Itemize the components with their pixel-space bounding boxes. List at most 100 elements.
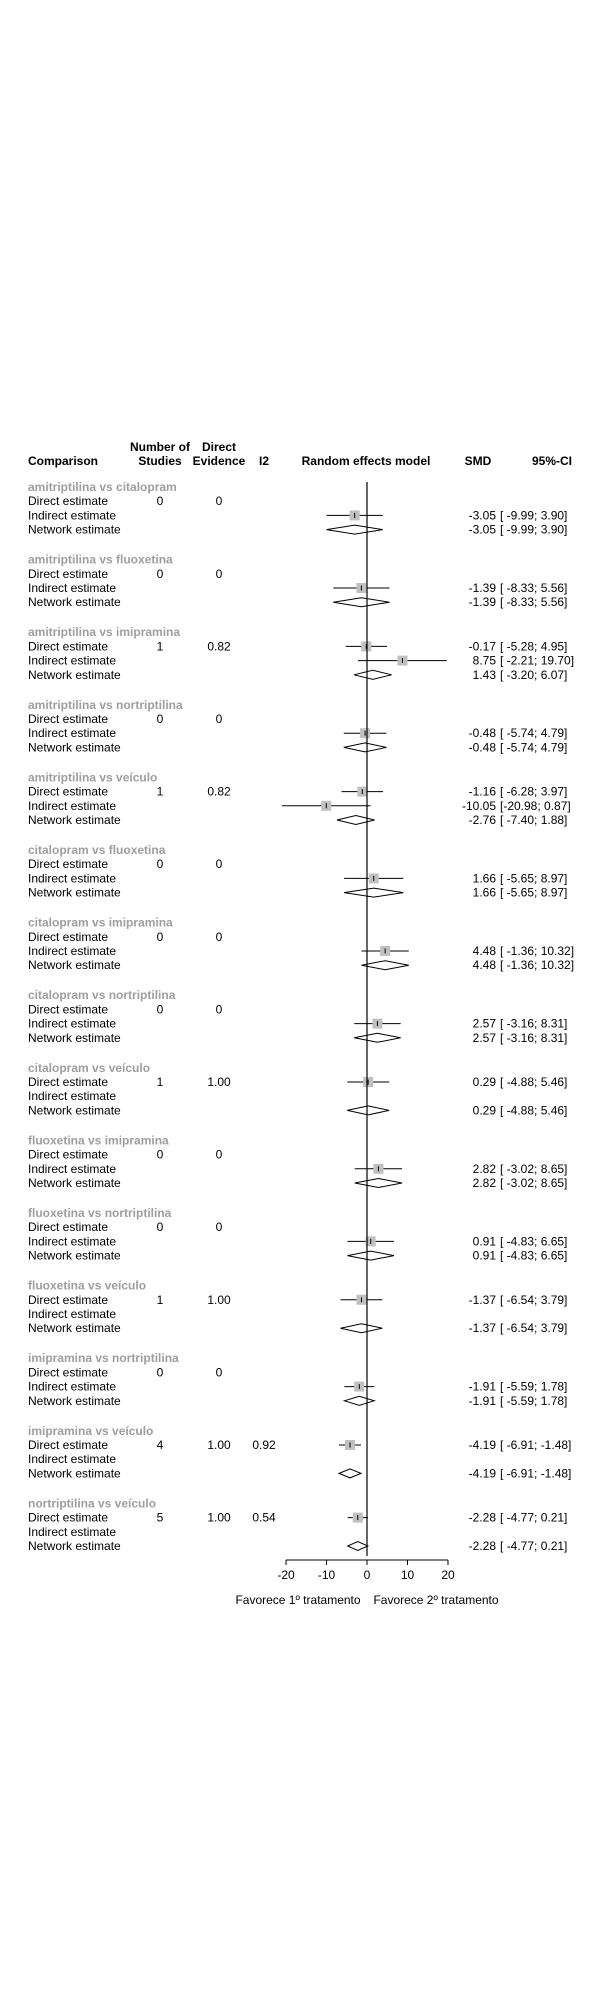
estimate-row: Network estimate 1.43[ -3.20; 6.07]	[28, 668, 567, 682]
group-title: fluoxetina vs veículo	[28, 1279, 146, 1293]
direct-evidence: 0	[216, 1220, 223, 1234]
row-label: Direct estimate	[28, 1438, 108, 1452]
smd-value: 1.66	[473, 871, 497, 885]
studies-count: 5	[157, 1511, 164, 1525]
direct-evidence: 0	[216, 567, 223, 581]
group-title: fluoxetina vs nortriptilina	[28, 1206, 172, 1220]
estimate-row: Direct estimate 0 0	[28, 1148, 223, 1162]
estimate-row: Network estimate 2.57[ -3.16; 8.31]	[28, 1031, 567, 1045]
group-title: fluoxetina vs imipramina	[28, 1133, 169, 1147]
row-label: Indirect estimate	[28, 871, 116, 885]
smd-value: -3.05	[469, 523, 497, 537]
direct-evidence: 0	[216, 1002, 223, 1016]
row-label: Network estimate	[28, 1394, 121, 1408]
studies-count: 0	[157, 1365, 164, 1379]
network-estimate-diamond	[347, 1250, 395, 1261]
x-tick-label: -20	[277, 1568, 295, 1582]
row-label: Direct estimate	[28, 639, 108, 653]
studies-count: 1	[157, 1293, 164, 1307]
network-estimate-diamond	[333, 597, 390, 608]
smd-value: 2.82	[473, 1176, 497, 1190]
row-label: Indirect estimate	[28, 1162, 116, 1176]
header-i2: I2	[259, 454, 269, 468]
smd-value: -4.19	[469, 1466, 497, 1480]
smd-value: -3.05	[469, 508, 497, 522]
smd-value: -1.91	[469, 1394, 497, 1408]
estimate-row: Direct estimate 1 1.00 0.29[ -4.88; 5.46]	[28, 1075, 567, 1089]
smd-value: -1.16	[469, 785, 497, 799]
row-label: Indirect estimate	[28, 581, 116, 595]
group-title: amitriptilina vs imipramina	[28, 625, 180, 639]
ci-value: [ -3.16; 8.31]	[500, 1017, 567, 1031]
estimate-row: Direct estimate 0 0	[28, 1220, 223, 1234]
favors-second-label: Favorece 2º tratamento	[373, 1593, 498, 1607]
row-label: Indirect estimate	[28, 726, 116, 740]
direct-evidence: 0	[216, 1148, 223, 1162]
group-title: citalopram vs veículo	[28, 1061, 150, 1075]
row-label: Direct estimate	[28, 785, 108, 799]
row-label: Indirect estimate	[28, 654, 116, 668]
smd-value: 2.57	[473, 1017, 497, 1031]
estimate-row: Indirect estimate 0.91[ -4.83; 6.65]	[28, 1234, 567, 1248]
direct-evidence: 0	[216, 857, 223, 871]
group-title: amitriptilina vs nortriptilina	[28, 698, 183, 712]
ci-value: [ -4.77; 0.21]	[500, 1511, 567, 1525]
header-studies-line2: Studies	[138, 454, 182, 468]
network-estimate-diamond	[342, 1395, 376, 1406]
row-label: Network estimate	[28, 595, 121, 609]
estimate-row: Network estimate -3.05[ -9.99; 3.90]	[28, 523, 567, 537]
estimate-row: Indirect estimate -1.39[ -8.33; 5.56]	[28, 581, 567, 595]
network-estimate-diamond	[344, 887, 404, 898]
row-label: Network estimate	[28, 1031, 121, 1045]
direct-evidence: 0	[216, 712, 223, 726]
smd-value: 8.75	[473, 654, 497, 668]
estimate-row: Indirect estimate 8.75[ -2.21; 19.70]	[28, 654, 574, 668]
ci-value: [ -3.16; 8.31]	[500, 1031, 567, 1045]
ci-value: [ -6.91; -1.48]	[500, 1438, 571, 1452]
smd-value: -0.17	[469, 639, 497, 653]
studies-count: 4	[157, 1438, 164, 1452]
group-title: citalopram vs nortriptilina	[28, 988, 176, 1002]
smd-value: -1.37	[469, 1321, 497, 1335]
ci-value: [ -6.91; -1.48]	[500, 1466, 571, 1480]
estimate-row: Direct estimate 4 1.00 0.92 -4.19[ -6.91; -1…	[28, 1438, 571, 1452]
group-title: amitriptilina vs veículo	[28, 770, 157, 784]
estimate-row: Indirect estimate -1.91[ -5.59; 1.78]	[28, 1380, 567, 1394]
studies-count: 1	[157, 1075, 164, 1089]
network-estimate-diamond	[336, 814, 375, 826]
network-estimate-diamond	[353, 669, 392, 680]
row-label: Network estimate	[28, 1249, 121, 1263]
estimate-row: Indirect estimate -0.48[ -5.74; 4.79]	[28, 726, 567, 740]
studies-count: 0	[157, 857, 164, 871]
estimate-row: Network estimate -1.39[ -8.33; 5.56]	[28, 595, 567, 609]
x-tick-label: -10	[318, 1568, 336, 1582]
row-label: Direct estimate	[28, 1220, 108, 1234]
smd-value: -2.76	[469, 813, 497, 827]
smd-value: -1.39	[469, 595, 497, 609]
favors-first-label: Favorece 1º tratamento	[235, 1593, 360, 1607]
group-title: imipramina vs veículo	[28, 1424, 153, 1438]
header-smd: SMD	[465, 454, 492, 468]
row-label: Network estimate	[28, 668, 121, 682]
ci-value: [ -5.65; 8.97]	[500, 871, 567, 885]
network-estimate-diamond	[343, 742, 387, 753]
ci-value: [ -3.02; 8.65]	[500, 1162, 567, 1176]
ci-value: [ -5.59; 1.78]	[500, 1380, 567, 1394]
group-title: citalopram vs fluoxetina	[28, 843, 166, 857]
header-comparison: Comparison	[28, 454, 98, 468]
row-label: Direct estimate	[28, 1293, 108, 1307]
ci-value: [ -1.36; 10.32]	[500, 958, 574, 972]
estimate-row: Indirect estimate 2.82[ -3.02; 8.65]	[28, 1162, 567, 1176]
ci-value: [ -5.65; 8.97]	[500, 886, 567, 900]
ci-value: [ -3.20; 6.07]	[500, 668, 567, 682]
smd-value: 0.91	[473, 1249, 497, 1263]
